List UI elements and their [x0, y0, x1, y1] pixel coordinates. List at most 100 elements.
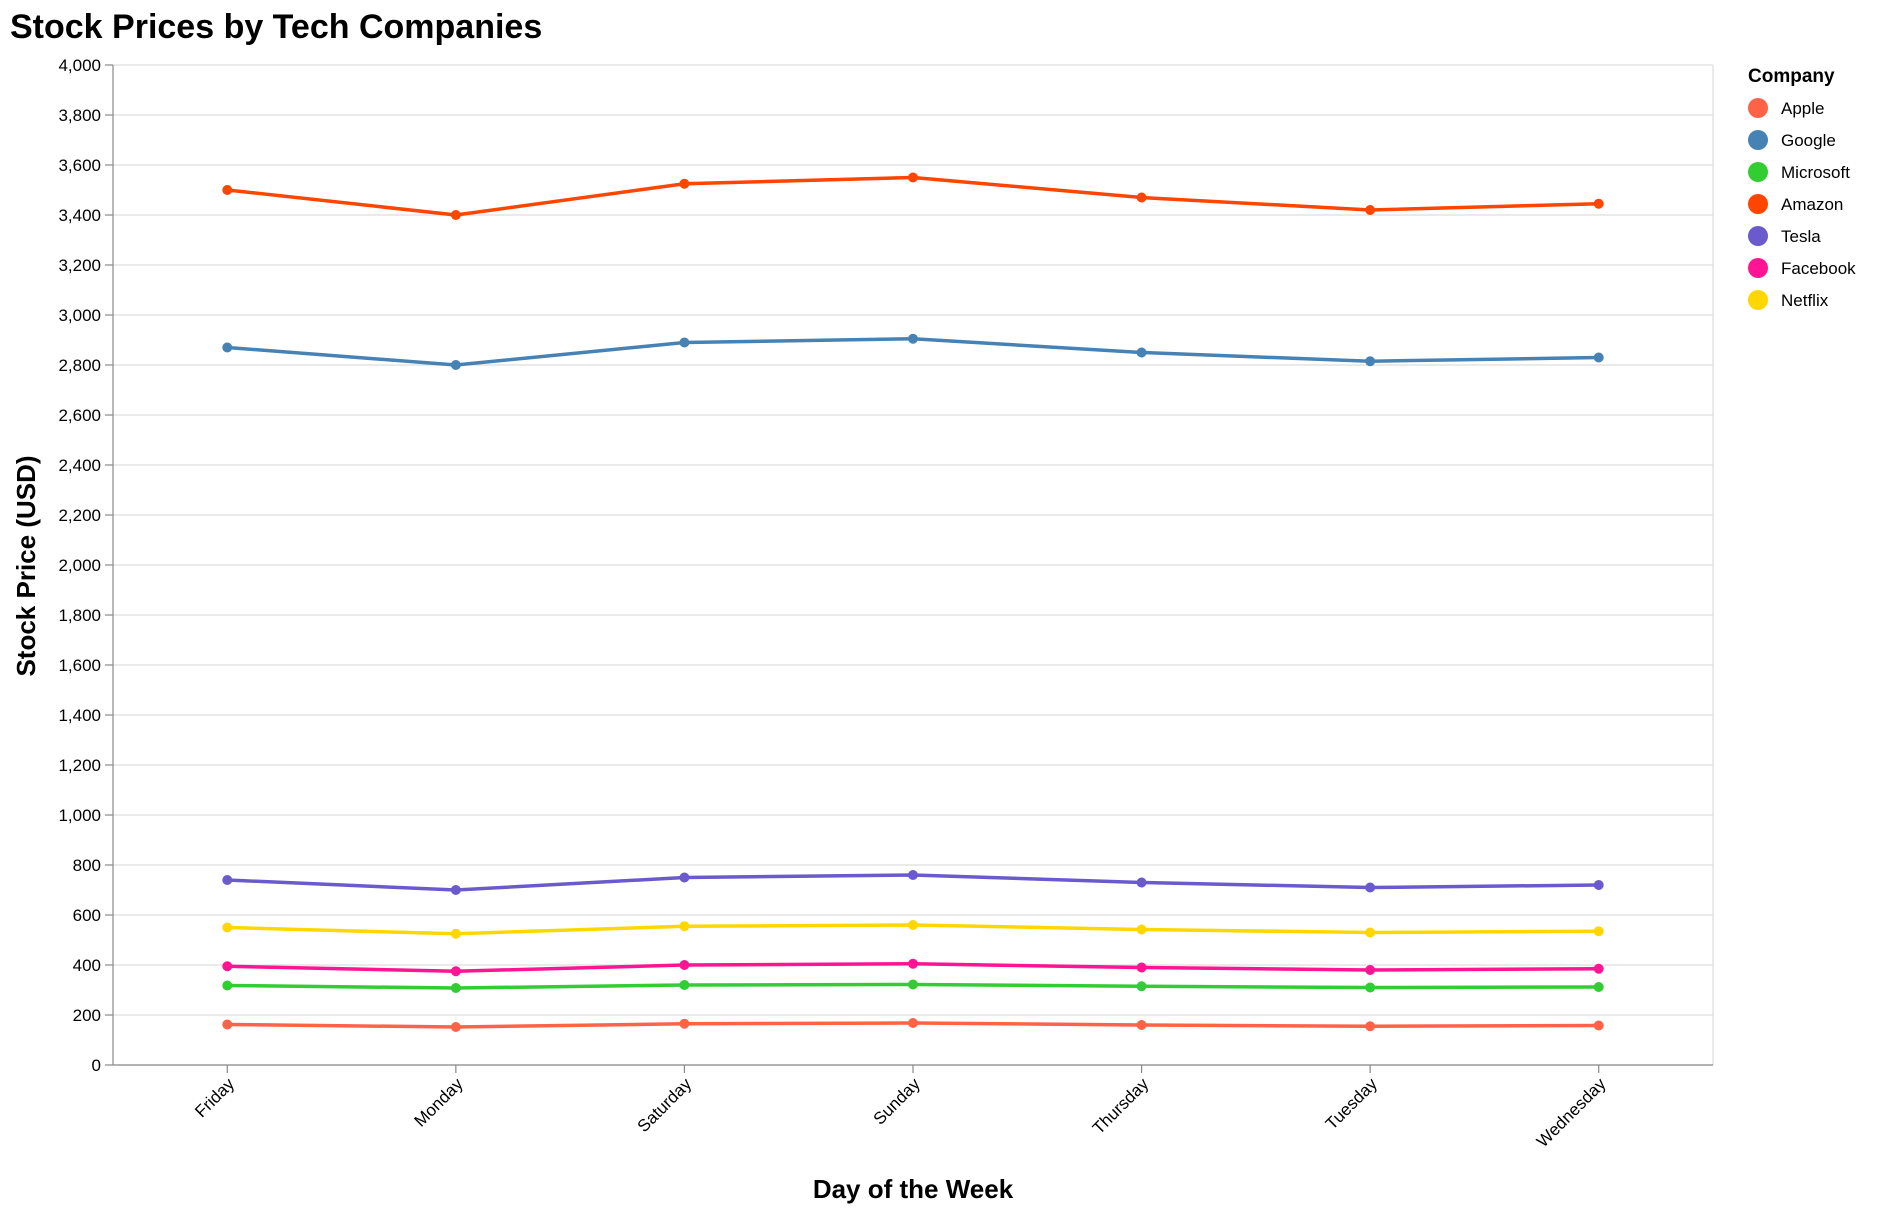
y-tick-label: 2,000 — [58, 556, 101, 575]
y-tick-label: 3,200 — [58, 256, 101, 275]
data-point — [1365, 982, 1376, 993]
data-point — [222, 185, 233, 195]
y-tick-label: 2,800 — [58, 356, 101, 375]
legend-swatch — [1748, 290, 1768, 310]
y-tick-label: 1,400 — [58, 706, 101, 725]
y-tick-label: 0 — [92, 1056, 101, 1075]
data-point — [1593, 963, 1604, 974]
y-tick-label: 2,400 — [58, 456, 101, 475]
data-point — [222, 342, 233, 353]
data-point — [1593, 198, 1604, 209]
y-tick-label: 1,000 — [58, 806, 101, 825]
series-amazon — [222, 172, 1604, 220]
x-tick-label: Thursday — [1089, 1074, 1153, 1138]
x-tick-label: Sunday — [870, 1074, 925, 1129]
data-point — [222, 875, 233, 885]
data-point — [1136, 192, 1147, 203]
y-tick-label: 1,200 — [58, 756, 101, 775]
x-tick-label: Monday — [410, 1074, 467, 1131]
legend-swatch — [1748, 194, 1768, 214]
data-point — [679, 337, 690, 348]
data-point — [1365, 1021, 1376, 1032]
y-tick-label: 4,000 — [58, 56, 101, 75]
data-point — [222, 961, 233, 972]
data-point — [222, 980, 233, 991]
y-tick-label: 400 — [73, 956, 101, 975]
data-point — [1593, 1020, 1604, 1031]
data-point — [679, 980, 690, 990]
x-tick-label: Wednesday — [1533, 1074, 1610, 1151]
data-point — [1365, 927, 1376, 938]
data-point — [1365, 882, 1376, 893]
chart-title: Stock Prices by Tech Companies — [10, 8, 542, 46]
x-tick-label: Tuesday — [1322, 1074, 1381, 1133]
data-point — [1136, 981, 1147, 992]
x-tick-label: Saturday — [634, 1074, 696, 1136]
series-facebook — [222, 958, 1604, 977]
data-point — [908, 920, 918, 930]
legend-swatch — [1748, 130, 1768, 150]
data-point — [908, 958, 918, 969]
legend-label: Facebook — [1781, 259, 1856, 278]
series-google — [222, 333, 1604, 370]
data-point — [222, 922, 233, 933]
data-point — [1136, 877, 1147, 888]
data-point — [1136, 924, 1147, 935]
y-tick-label: 1,600 — [58, 656, 101, 675]
series-tesla — [222, 870, 1604, 895]
data-point — [1593, 352, 1604, 363]
data-point — [908, 870, 918, 880]
data-point — [908, 333, 918, 344]
data-point — [679, 960, 690, 970]
y-tick-label: 1,800 — [58, 606, 101, 625]
legend-label: Microsoft — [1781, 163, 1850, 182]
data-point — [450, 885, 461, 895]
legend-label: Google — [1781, 131, 1836, 150]
data-point — [679, 1018, 690, 1029]
legend-label: Amazon — [1781, 195, 1843, 214]
x-axis: Friday Monday Saturday Sunday Thursday Tuesda… — [113, 1064, 1713, 1151]
data-point — [908, 979, 918, 990]
y-tick-label: 800 — [73, 856, 101, 875]
y-tick-label: 2,200 — [58, 506, 101, 525]
data-point — [1365, 356, 1376, 367]
data-point — [679, 872, 690, 883]
data-point — [1136, 962, 1147, 973]
legend-item-amazon: Amazon — [1748, 194, 1843, 214]
legend-item-netflix: Netflix — [1748, 290, 1829, 310]
legend-item-apple: Apple — [1748, 98, 1824, 118]
legend: Company Apple Google Microsoft Amazon Tesla F… — [1748, 66, 1856, 310]
y-tick-label: 3,800 — [58, 106, 101, 125]
data-point — [1593, 982, 1604, 992]
data-point — [1365, 965, 1376, 975]
legend-item-google: Google — [1748, 130, 1836, 150]
series-line — [227, 175, 1599, 217]
data-point — [679, 178, 690, 189]
data-point — [1593, 926, 1604, 937]
y-tick-label: 200 — [73, 1006, 101, 1025]
series-netflix — [222, 920, 1604, 939]
legend-title: Company — [1748, 66, 1835, 87]
data-point — [1136, 1020, 1147, 1030]
y-axis-title: Stock Price (USD) — [11, 455, 41, 676]
series-apple — [222, 1018, 1604, 1032]
legend-label: Tesla — [1781, 227, 1821, 246]
series-microsoft — [222, 979, 1604, 993]
x-tick-label: Friday — [191, 1074, 238, 1121]
data-point — [450, 966, 461, 977]
legend-item-tesla: Tesla — [1748, 226, 1821, 246]
legend-swatch — [1748, 226, 1768, 246]
legend-swatch — [1748, 258, 1768, 278]
series-lines — [222, 172, 1604, 1032]
data-point — [1136, 347, 1147, 358]
gridlines — [113, 64, 1714, 1066]
data-point — [450, 360, 461, 370]
legend-label: Netflix — [1781, 291, 1829, 310]
legend-label: Apple — [1781, 99, 1824, 118]
y-tick-label: 600 — [73, 906, 101, 925]
legend-swatch — [1748, 98, 1768, 118]
data-point — [679, 921, 690, 932]
data-point — [450, 210, 461, 220]
